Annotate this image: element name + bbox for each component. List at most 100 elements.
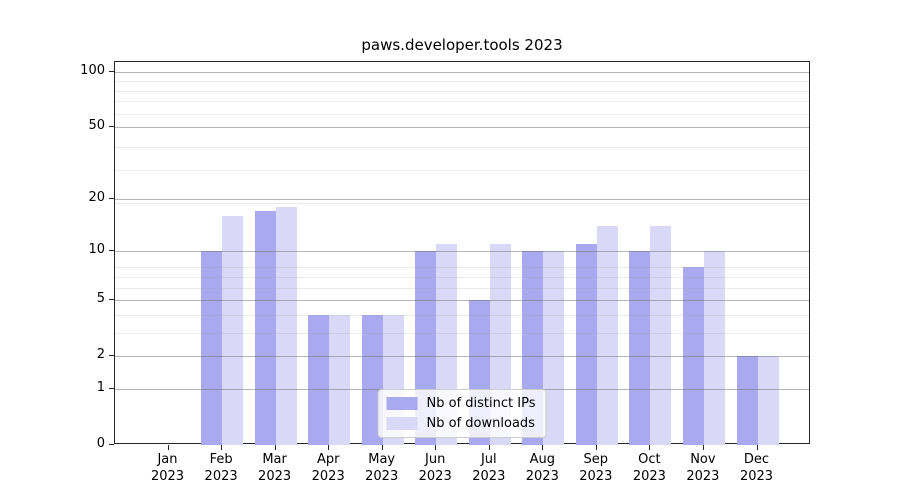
bar-distinct-ips-dec <box>736 356 758 445</box>
x-tick-mark-aug <box>542 445 544 450</box>
x-tick-year-may: 2023 <box>365 469 399 484</box>
x-tick-label-may: May 2023 <box>350 451 414 485</box>
y-tick-mark-50 <box>109 126 114 127</box>
y-tick-mark-100 <box>109 70 114 72</box>
x-tick-mark-mar <box>274 445 276 450</box>
bar-downloads-mar <box>275 206 297 445</box>
gridline-minor-89 <box>115 81 809 83</box>
bar-distinct-ips-apr <box>308 314 330 445</box>
y-tick-mark-0 <box>109 444 114 445</box>
gridline-major-100 <box>115 71 809 73</box>
bar-downloads-aug <box>543 251 565 445</box>
x-tick-year-jun: 2023 <box>418 469 452 484</box>
y-tick-label-100: 100 <box>80 62 105 78</box>
legend-label-distinct-ips: Nb of distinct IPs <box>426 396 536 411</box>
x-tick-month-feb: Feb <box>209 452 233 467</box>
x-tick-mark-dec <box>756 445 758 450</box>
y-tick-label-20: 20 <box>88 189 105 205</box>
y-tick-label-10: 10 <box>88 242 105 258</box>
x-tick-mark-may <box>381 445 383 450</box>
x-tick-label-oct: Oct 2023 <box>617 451 681 485</box>
x-tick-month-oct: Oct <box>638 452 661 467</box>
bar-distinct-ips-sep <box>575 244 597 445</box>
x-tick-mark-jan <box>167 445 169 450</box>
x-tick-label-jan: Jan 2023 <box>136 451 200 485</box>
x-tick-label-jul: Jul 2023 <box>457 451 521 485</box>
y-tick-label-50: 50 <box>88 118 105 133</box>
x-tick-mark-nov <box>702 445 704 450</box>
gridline-minor-3 <box>115 332 809 334</box>
x-tick-year-nov: 2023 <box>686 469 720 484</box>
x-tick-mark-jun <box>435 445 437 450</box>
gridline-major-20 <box>115 198 809 200</box>
chart-title: paws.developer.tools 2023 <box>361 36 563 54</box>
x-tick-month-aug: Aug <box>529 452 555 467</box>
x-tick-month-nov: Nov <box>690 452 716 467</box>
x-tick-label-jun: Jun 2023 <box>403 451 467 485</box>
legend-swatch-distinct-ips <box>386 397 418 410</box>
bar-distinct-ips-feb <box>201 251 223 445</box>
gridline-minor-39 <box>115 146 809 148</box>
bar-distinct-ips-may <box>361 314 383 445</box>
x-tick-label-aug: Aug 2023 <box>510 451 574 485</box>
x-tick-label-dec: Dec 2023 <box>725 451 789 485</box>
x-tick-label-sep: Sep 2023 <box>564 451 628 485</box>
bar-downloads-apr <box>329 314 351 445</box>
bar-distinct-ips-oct <box>629 251 651 445</box>
x-tick-month-mar: Mar <box>262 452 287 467</box>
x-tick-mark-feb <box>221 445 223 450</box>
y-tick-mark-2 <box>109 355 114 357</box>
x-tick-year-aug: 2023 <box>525 469 559 484</box>
x-tick-label-nov: Nov 2023 <box>671 451 735 485</box>
legend-entry-downloads: Nb of downloads <box>386 416 536 431</box>
x-tick-month-apr: Apr <box>316 452 340 467</box>
x-tick-mark-apr <box>328 445 330 450</box>
y-tick-mark-5 <box>109 299 114 301</box>
gridline-major-50 <box>115 127 809 128</box>
y-tick-label-2: 2 <box>96 347 105 363</box>
bar-downloads-feb <box>222 215 244 445</box>
gridline-minor-4 <box>115 314 809 316</box>
legend-entry-distinct-ips: Nb of distinct IPs <box>386 396 536 411</box>
x-tick-year-feb: 2023 <box>204 469 238 484</box>
x-tick-year-mar: 2023 <box>258 469 292 484</box>
gridline-minor-69 <box>115 101 809 103</box>
x-tick-label-feb: Feb 2023 <box>189 451 253 485</box>
legend: Nb of distinct IPs Nb of downloads <box>377 389 547 438</box>
x-tick-month-may: May <box>368 452 396 467</box>
gridline-minor-29 <box>115 170 809 171</box>
x-tick-year-jan: 2023 <box>150 469 185 484</box>
x-tick-mark-jul <box>488 445 490 450</box>
x-tick-year-jul: 2023 <box>472 469 506 484</box>
gridline-minor-79 <box>115 90 809 92</box>
y-tick-mark-20 <box>109 197 114 199</box>
y-tick-label-1: 1 <box>96 379 105 395</box>
gridline-major-10 <box>115 251 809 253</box>
x-tick-label-mar: Mar 2023 <box>243 451 307 485</box>
x-tick-label-apr: Apr 2023 <box>296 451 360 485</box>
gridline-major-2 <box>115 356 809 358</box>
bar-downloads-nov <box>703 251 725 445</box>
x-tick-month-jul: Jul <box>480 452 497 467</box>
x-tick-year-dec: 2023 <box>739 469 774 484</box>
gridline-minor-7 <box>115 276 809 278</box>
x-tick-year-sep: 2023 <box>579 469 613 484</box>
gridline-minor-6 <box>115 287 809 289</box>
gridline-minor-19 <box>115 202 809 204</box>
gridline-minor-59 <box>115 113 809 115</box>
x-tick-month-sep: Sep <box>583 452 609 467</box>
gridline-minor-8 <box>115 267 809 269</box>
plot-area: Nb of distinct IPs Nb of downloads <box>114 61 810 445</box>
y-tick-label-5: 5 <box>96 291 105 307</box>
legend-label-downloads: Nb of downloads <box>426 416 535 431</box>
gridline-major-5 <box>115 300 809 302</box>
bar-downloads-sep <box>596 226 618 445</box>
x-tick-mark-sep <box>595 445 597 450</box>
y-tick-mark-10 <box>109 250 114 252</box>
x-tick-month-dec: Dec <box>743 452 770 467</box>
x-tick-year-apr: 2023 <box>311 469 345 484</box>
x-tick-month-jan: Jan <box>157 452 178 467</box>
y-tick-mark-1 <box>109 387 114 389</box>
x-tick-month-jun: Jun <box>425 452 446 467</box>
